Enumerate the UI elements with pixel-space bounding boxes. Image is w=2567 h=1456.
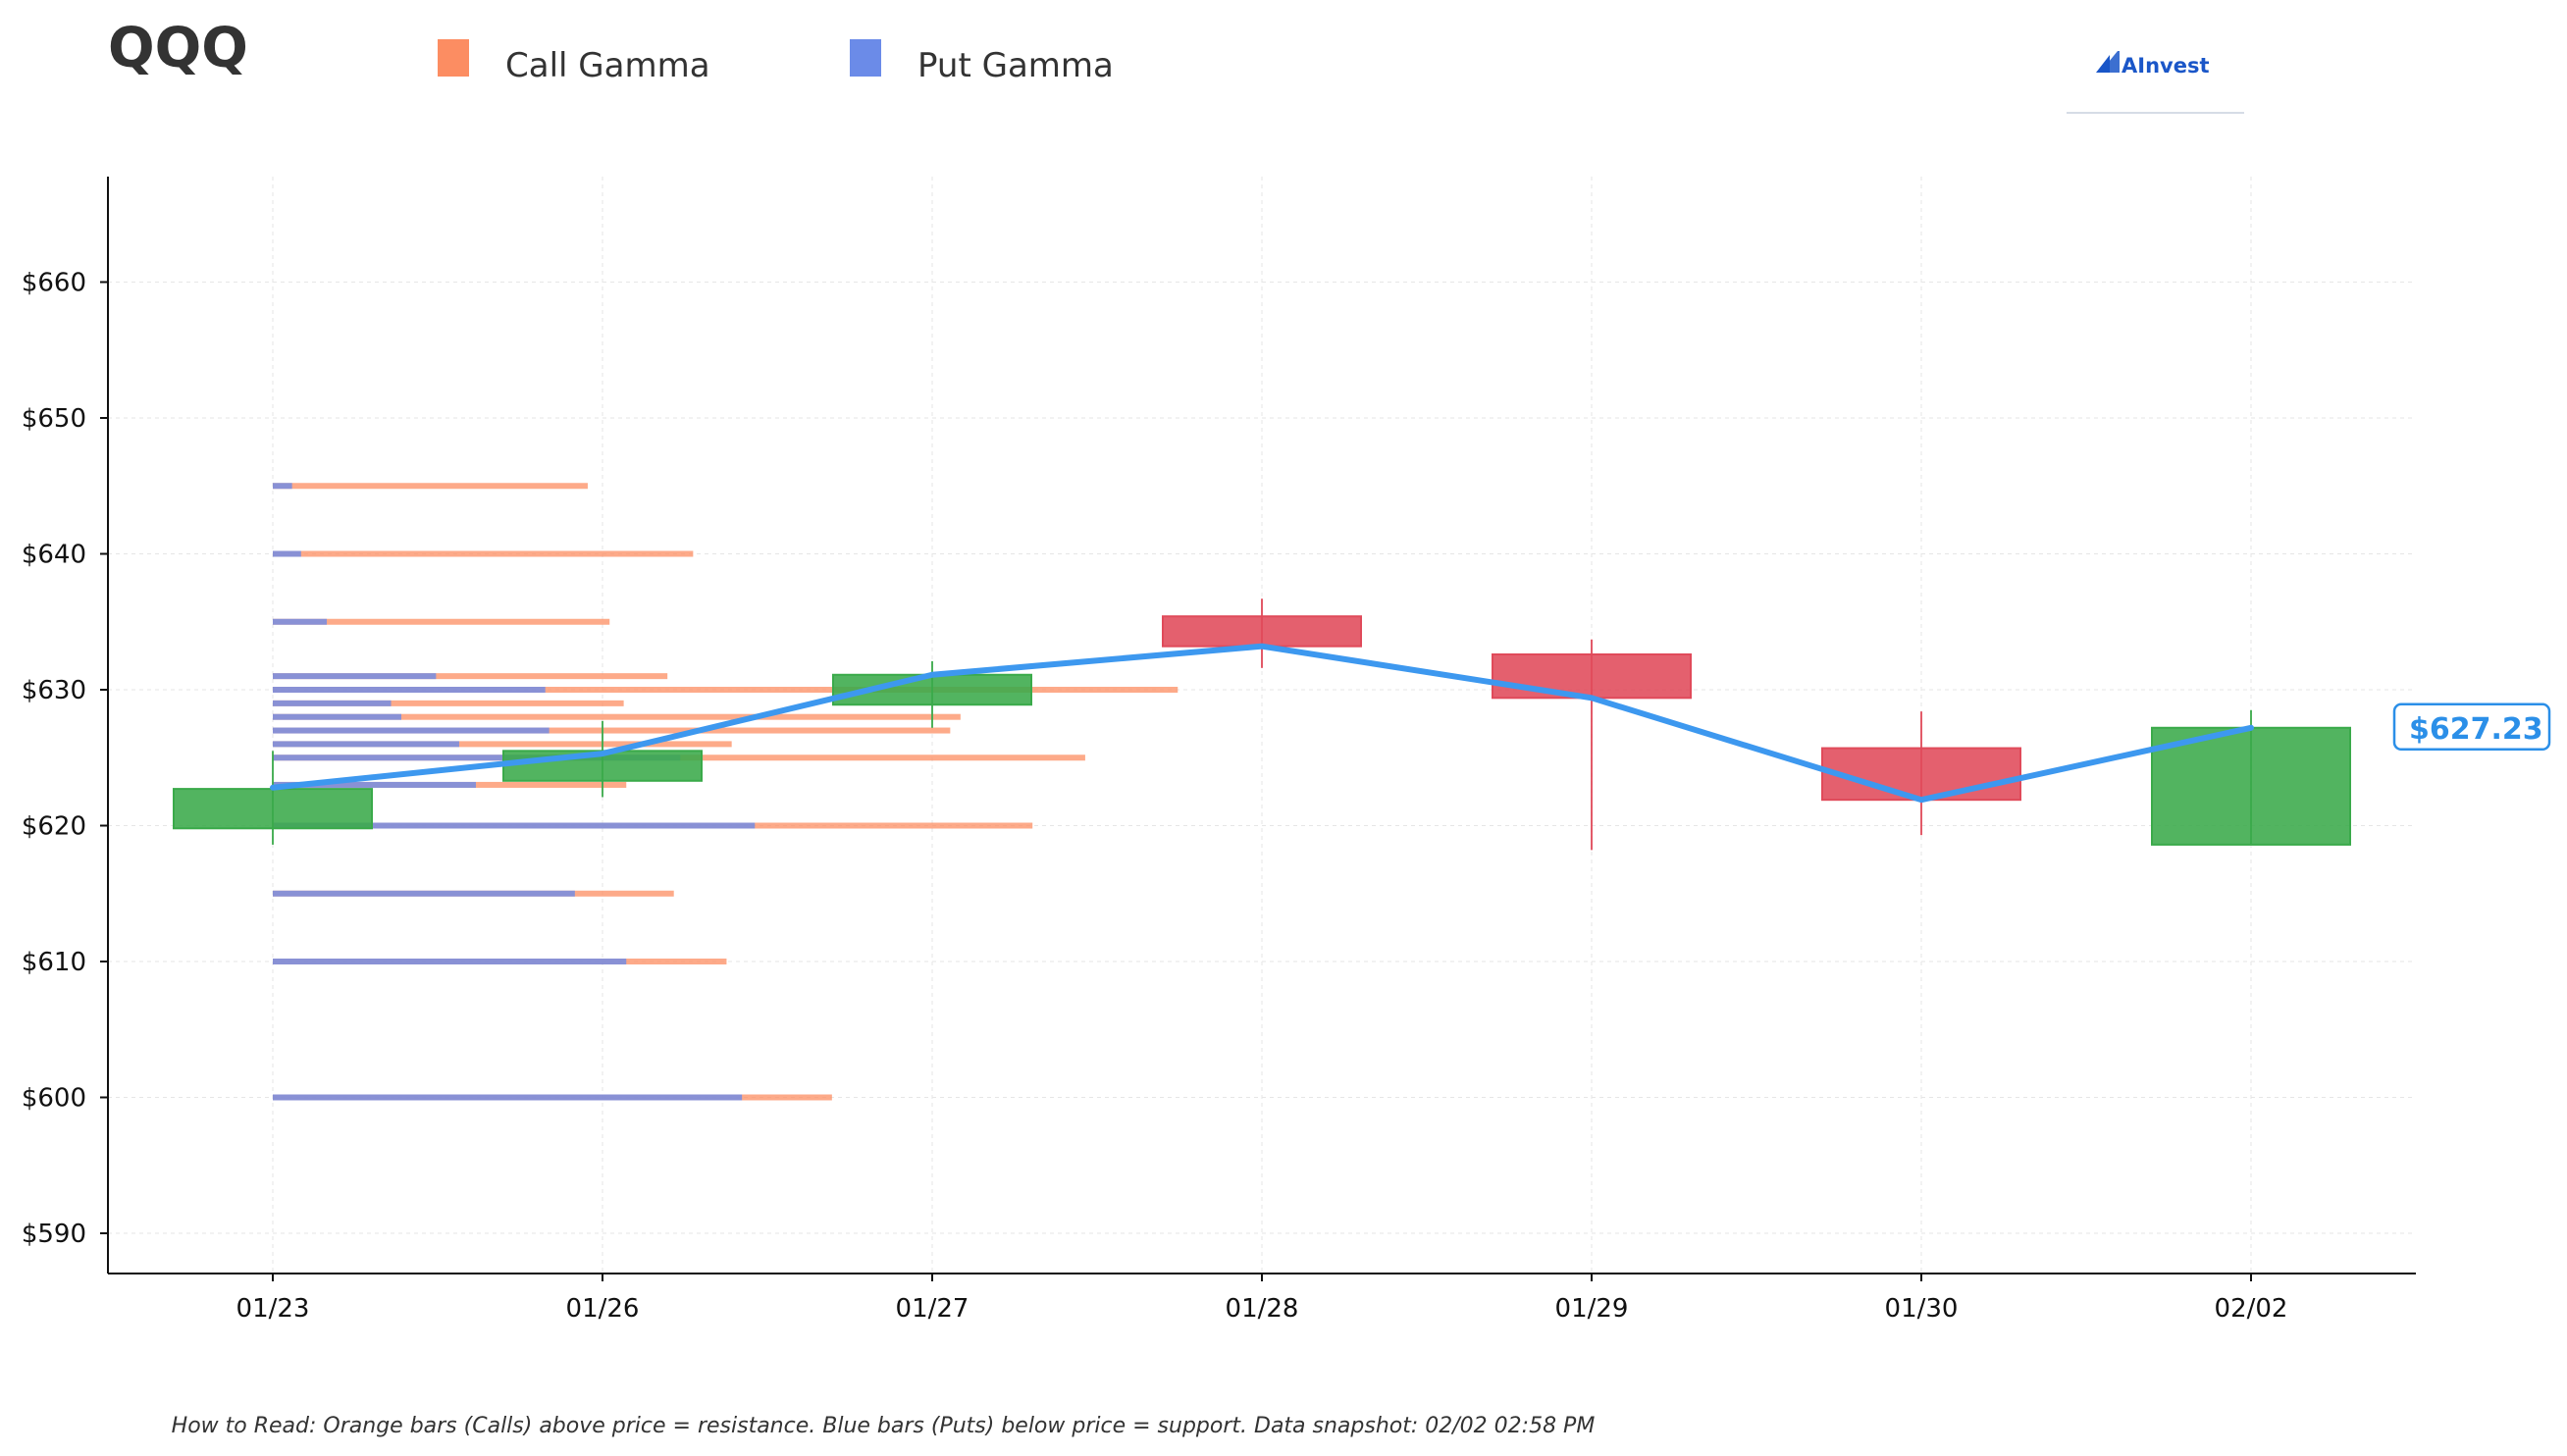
y-tick-label: $630 [22,676,86,705]
put-gamma-bar [273,822,756,829]
candle-body [1492,652,1692,700]
put-gamma-bar [273,550,301,557]
put-gamma-bar [273,741,459,748]
y-tick-label: $640 [22,541,86,570]
call-gamma-bar [273,483,588,490]
chart-title: QQQ [108,17,248,80]
put-gamma-bar [273,700,392,706]
brand-name: AInvest [2122,54,2210,78]
put-gamma-legend-swatch [850,39,881,77]
last-price-badge: $627.23 [2392,702,2551,752]
last-price-label: $627.23 [2409,712,2543,747]
put-gamma-bar [273,673,437,680]
y-tick-label: $600 [22,1084,86,1114]
call-gamma-bar [273,687,1179,693]
x-tick-label: 01/26 [566,1294,640,1324]
y-tick-label: $650 [22,404,86,434]
candle-body [1821,747,2021,802]
y-tick-label: $620 [22,812,86,842]
close-price-line-group [270,643,2254,804]
ainvest-logo-icon [2096,51,2120,73]
put-gamma-bar [273,890,575,897]
put-gamma-bar [273,1094,743,1101]
put-gamma-bar [273,727,550,734]
candle-body [2151,726,2351,846]
call-gamma-bar [273,727,951,734]
put-gamma-legend-label: Put Gamma [917,46,1114,85]
x-tick-label: 01/27 [896,1294,969,1324]
call-gamma-bar [273,713,961,720]
put-gamma-bar [273,754,681,761]
call-gamma-bar [273,618,610,625]
brand-logo: AInvest [2067,51,2244,114]
x-tick-label: 01/29 [1555,1294,1629,1324]
call-gamma-bar [273,700,624,706]
call-gamma-legend-swatch [438,39,469,77]
candle-body [173,788,373,830]
y-tick-label: $660 [22,269,86,298]
call-gamma-legend-label: Call Gamma [505,46,710,85]
grid [108,177,2416,1274]
axes: $590 $600 $610 $620 $630 $640 $650 $660 01/23 01/… [22,177,2416,1324]
put-gamma-bar [273,618,328,625]
put-gamma-bar [273,483,292,490]
call-gamma-bar [273,741,732,748]
candle-body [1162,615,1362,648]
call-gamma-bar [273,550,694,557]
x-tick-label: 02/02 [2215,1294,2288,1324]
y-tick-label: $610 [22,948,86,977]
gamma-bars [273,483,1179,1101]
put-gamma-bar [273,959,627,964]
x-tick-label: 01/23 [236,1294,310,1324]
x-tick-label: 01/28 [1226,1294,1299,1324]
y-tick-label: $590 [22,1220,86,1249]
candlesticks [173,598,2351,851]
x-tick-label: 01/30 [1885,1294,1959,1324]
footnote: How to Read: Orange bars (Calls) above p… [172,1414,1596,1438]
put-gamma-bar [273,687,546,693]
call-gamma-bar [273,673,668,680]
put-gamma-bar [273,781,476,788]
legend: Call Gamma Put Gamma [438,39,1114,85]
put-gamma-bar [273,713,401,720]
close-price-line [270,643,2254,804]
